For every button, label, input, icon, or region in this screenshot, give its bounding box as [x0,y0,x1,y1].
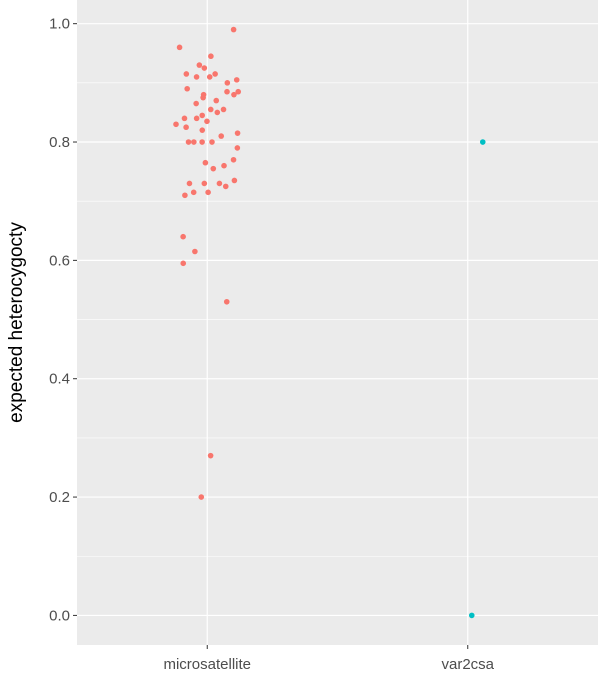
y-axis-ticks: 0.0 0.2 0.4 0.6 0.8 1.0 [49,16,77,624]
data-point [210,165,217,172]
data-point [213,97,220,104]
y-tick-label: 0.2 [49,489,70,506]
data-point [200,94,206,101]
data-point [206,74,213,80]
x-tick-label: microsatellite [163,656,251,673]
data-point [234,145,241,151]
y-axis-title: expected heterocygocty [6,222,27,423]
data-point [181,115,188,122]
y-tick-label: 0.6 [49,252,70,269]
data-point [209,139,215,145]
data-point [207,106,214,113]
data-point [201,65,208,71]
data-point [180,260,187,267]
data-points [173,26,486,619]
data-point [216,180,223,187]
data-point [183,124,189,131]
y-tick-label: 0.8 [49,134,70,151]
grid-lines [77,0,598,645]
data-point [191,139,197,145]
x-axis-ticks: microsatellite var2csa [163,645,495,673]
y-tick-label: 0.4 [49,371,70,388]
data-point [201,180,208,187]
data-point [230,26,237,33]
data-point [186,180,193,187]
data-point [207,452,214,459]
data-point [220,106,227,113]
data-point [223,298,230,305]
data-point [176,44,183,51]
data-point [224,88,230,95]
data-point [221,162,227,169]
data-point [231,177,238,184]
data-point [214,109,221,116]
data-point [218,133,225,139]
data-point [184,85,190,92]
data-point [224,80,231,86]
data-point [230,156,237,163]
data-point [479,139,486,145]
data-point [185,139,192,145]
data-point [190,189,197,196]
data-point [208,53,214,60]
y-tick-label: 1.0 [49,16,70,33]
data-point [222,183,229,190]
data-point [193,100,199,107]
data-point [199,127,206,133]
data-point [192,248,198,255]
data-point [182,192,188,199]
data-point [199,112,206,119]
data-point [234,130,241,136]
data-point [231,91,237,98]
data-point [205,189,211,196]
data-point [202,159,209,166]
x-tick-label: var2csa [441,656,494,673]
y-tick-label: 0.0 [49,607,70,624]
data-point [199,139,205,145]
plot-panel [77,0,598,645]
data-point [196,62,203,68]
data-point [198,494,205,500]
data-point [233,77,240,83]
data-point [183,71,190,77]
data-point [180,233,186,240]
data-point [235,88,242,95]
data-point [173,121,179,128]
data-point [212,71,218,77]
data-point [468,612,475,619]
data-point [204,118,210,125]
data-point [193,74,200,80]
data-point [193,115,200,122]
